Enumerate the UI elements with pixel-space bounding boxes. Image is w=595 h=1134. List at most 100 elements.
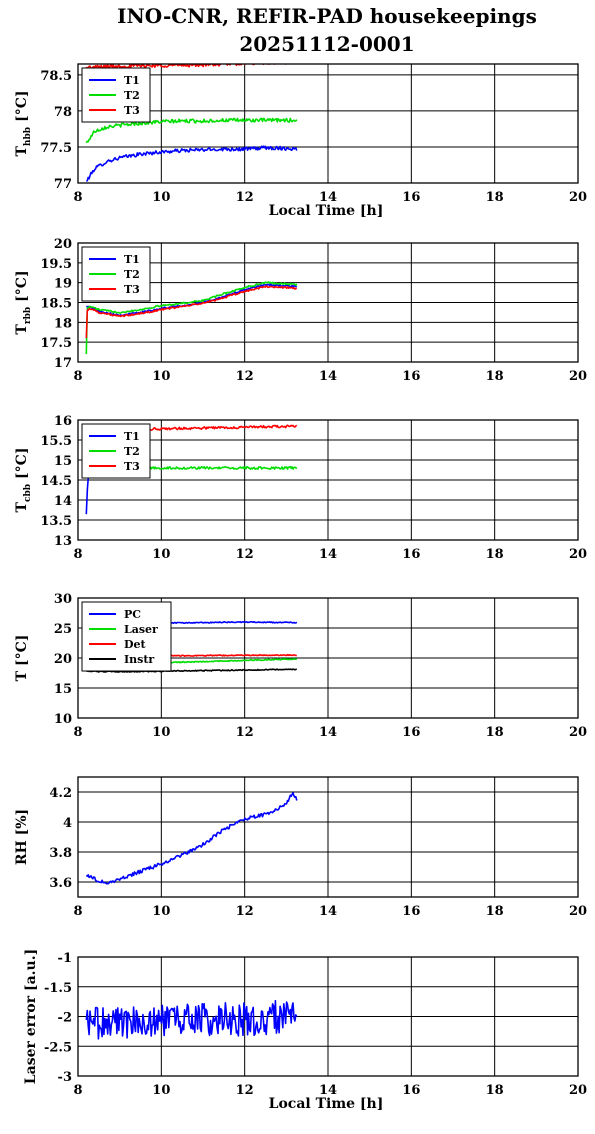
legend-label: T2 <box>124 89 140 102</box>
x-tick-label: 12 <box>236 190 254 205</box>
y-tick-label: 77 <box>54 177 72 192</box>
y-axis-label-main: Laser error [a.u.] <box>23 949 39 1084</box>
legend: T1 T2 T3 <box>81 423 151 479</box>
plot-frame <box>77 956 579 1077</box>
legend-label: T2 <box>124 268 140 281</box>
x-tick-label: 12 <box>236 369 254 384</box>
y-tick-label: 18 <box>54 316 72 331</box>
series-group <box>85 792 298 885</box>
y-tick-label: -2.5 <box>44 1040 72 1055</box>
y-axis-label: Laser error [a.u.] <box>23 949 39 1084</box>
y-tick-label: 15.5 <box>40 434 72 449</box>
series-line <box>86 145 298 182</box>
series-line <box>85 117 298 144</box>
x-tick-label: 16 <box>402 190 420 205</box>
x-tick-label: 8 <box>73 725 82 740</box>
x-tick-label: 10 <box>152 190 170 205</box>
y-axis-label-unit: [°C] <box>14 448 30 479</box>
legend-label: T1 <box>124 430 140 443</box>
legend-label: T3 <box>124 104 140 117</box>
legend-label: T1 <box>124 253 140 266</box>
x-tick-label: 14 <box>319 547 337 562</box>
y-tick-label: 77.5 <box>40 141 72 156</box>
y-axis-label-subscript: rbb <box>23 307 33 324</box>
y-tick-label: 3.8 <box>49 846 72 861</box>
y-tick-label: 17 <box>54 356 72 371</box>
y-axis-label: Tcbb [°C] <box>14 448 33 513</box>
y-axis-label: Thbb [°C] <box>14 91 33 157</box>
x-tick-label: 10 <box>152 547 170 562</box>
x-tick-label: 20 <box>569 547 587 562</box>
legend-label: T3 <box>124 283 140 296</box>
y-tick-label: 14.5 <box>40 474 72 489</box>
plot-frame <box>77 776 579 898</box>
y-axis-label: T [°C] <box>14 635 30 682</box>
series-line <box>85 281 298 355</box>
y-tick-label: -1.5 <box>44 981 72 996</box>
x-tick-label: 20 <box>569 1083 587 1098</box>
series-group <box>85 281 298 355</box>
y-tick-label: 19.5 <box>40 257 72 272</box>
y-axis-label-subscript: hbb <box>23 127 33 146</box>
legend-label: Instr <box>124 653 154 666</box>
y-axis-label-unit: [°C] <box>14 270 30 301</box>
x-tick-label: 8 <box>73 190 82 205</box>
y-axis-label-main: T <box>14 324 30 335</box>
x-tick-label: 12 <box>236 547 254 562</box>
x-tick-label: 18 <box>486 190 504 205</box>
x-tick-label: 10 <box>152 725 170 740</box>
x-tick-label: 14 <box>319 190 337 205</box>
y-tick-label: 13.5 <box>40 514 72 529</box>
figure-title-line-1: INO-CNR, REFIR-PAD housekeepings <box>117 4 537 28</box>
y-tick-label: 10 <box>54 712 72 727</box>
x-tick-label: 12 <box>236 1083 254 1098</box>
chart-panel: 8 10 12 14 16 18 20 3.6 3.8 4 4.2 RH [%] <box>14 776 587 919</box>
series-group <box>85 999 298 1040</box>
y-tick-label: 15 <box>54 454 72 469</box>
y-tick-label: 4 <box>63 816 72 831</box>
x-tick-label: 8 <box>73 547 82 562</box>
y-tick-label: 18.5 <box>40 297 72 312</box>
y-axis-label: RH [%] <box>14 809 30 865</box>
x-tick-label: 20 <box>569 904 587 919</box>
x-tick-label: 18 <box>486 904 504 919</box>
y-tick-label: 15 <box>54 682 72 697</box>
y-axis-label-main: T <box>14 145 30 156</box>
chart-panel: 8 10 12 14 16 18 20 13 13.5 14 14.5 15 15.5 16 Tcbb [°C… <box>14 414 587 562</box>
legend-label: Laser <box>124 623 158 636</box>
y-tick-label: 20 <box>54 652 72 667</box>
chart-panel: 8 10 12 14 16 18 20 17 17.5 18 18.5 19 19.5 20 Trbb [°C… <box>14 237 587 384</box>
x-tick-label: 18 <box>486 369 504 384</box>
x-tick-label: 8 <box>73 369 82 384</box>
y-tick-label: 3.6 <box>49 876 72 891</box>
x-tick-label: 10 <box>152 1083 170 1098</box>
x-tick-label: 16 <box>402 369 420 384</box>
legend: PC Laser Det Instr <box>81 601 172 672</box>
series-line <box>85 476 90 515</box>
y-axis-label-main: T <box>14 501 30 512</box>
y-axis-label: Trbb [°C] <box>14 270 33 334</box>
y-axis-label-subscript: cbb <box>23 484 33 502</box>
legend-label: T3 <box>124 460 140 473</box>
x-axis-label: Local Time [h] <box>269 1096 384 1112</box>
series-line <box>85 64 293 70</box>
y-tick-label: 25 <box>54 622 72 637</box>
plot-frame <box>77 597 579 719</box>
y-tick-label: 78.5 <box>40 69 72 84</box>
x-axis-label: Local Time [h] <box>269 203 384 219</box>
chart-panel: 8 10 12 14 16 18 20 77 77.5 78 78.5 Local Time [h] T… <box>14 63 587 219</box>
series-line <box>85 999 298 1040</box>
y-axis-label-unit: [°C] <box>14 91 30 122</box>
x-tick-label: 18 <box>486 1083 504 1098</box>
x-tick-label: 16 <box>402 1083 420 1098</box>
plot-frame <box>77 242 579 363</box>
plot-frame <box>77 419 579 541</box>
legend-label: Det <box>124 638 147 651</box>
y-tick-label: -2 <box>58 1011 72 1026</box>
legend-label: PC <box>124 608 141 621</box>
y-axis-label-main: T [°C] <box>14 635 30 682</box>
y-tick-label: 14 <box>54 494 72 509</box>
